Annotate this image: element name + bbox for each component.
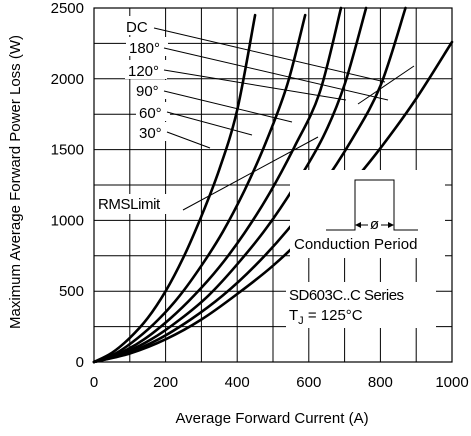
legend-leader-line	[163, 69, 347, 101]
y-axis-label: Maximum Average Forward Power Loss (W)	[7, 35, 24, 329]
x-axis-ticks: 0 200 400 600 800 1000	[90, 374, 469, 391]
conduction-box-background	[290, 170, 445, 258]
legend-leader-line	[166, 131, 211, 149]
conduction-period-label: Conduction Period	[294, 236, 417, 253]
phi-background	[368, 218, 381, 230]
series-title: SD603C..C Series	[289, 287, 404, 304]
tj-label: TJ = 125°C	[289, 307, 363, 327]
y-tick-label: 1500	[51, 142, 84, 159]
legend-leader-line	[357, 65, 415, 105]
legend-label-background	[126, 37, 168, 56]
x-tick-label: 1000	[435, 374, 468, 391]
conduction-waveform	[326, 179, 418, 231]
legend-label: 180°	[129, 40, 160, 57]
series-curve-dc	[92, 40, 454, 364]
series-curve-30deg	[92, 13, 257, 364]
x-tick-label: 400	[225, 374, 250, 391]
y-tick-label: 2500	[51, 0, 84, 17]
plot-frame	[93, 7, 453, 363]
y-tick-label: 1000	[51, 212, 84, 229]
plot-border	[93, 7, 453, 363]
x-tick-label: 600	[296, 374, 321, 391]
legend-leader-line	[166, 111, 253, 136]
y-tick-label: 500	[59, 283, 84, 300]
rms-limit-leader	[182, 136, 319, 211]
series-curve-120deg	[92, 6, 368, 364]
legend-leader-line	[163, 90, 293, 123]
legend-label-background	[123, 16, 157, 35]
rms-label-background	[96, 194, 182, 214]
legend-label-background	[136, 102, 170, 121]
y-tick-label: 2000	[51, 71, 84, 88]
series-curve-180deg	[92, 6, 407, 364]
y-tick-label: 0	[76, 354, 84, 371]
annotations: DC 180° 120° 90° 60° 30° RMSLimit ø Conduction P…	[96, 16, 445, 328]
phi-symbol: ø	[370, 216, 379, 233]
legend-label: 120°	[128, 63, 159, 80]
series-curves	[92, 6, 454, 364]
legend-label: 60°	[139, 105, 162, 122]
legend-label-background	[136, 122, 170, 141]
x-axis-label: Average Forward Current (A)	[175, 410, 368, 427]
legend-label-background	[133, 80, 167, 99]
series-label-background	[286, 282, 436, 328]
series-curve-90deg	[92, 6, 343, 364]
legend-label: DC	[126, 19, 148, 36]
series-curve-60deg	[92, 13, 307, 364]
legend-label: 90°	[136, 83, 159, 100]
conduction-arrow-right-head	[388, 222, 394, 228]
x-tick-label: 0	[90, 374, 98, 391]
legend-label: 30°	[139, 125, 162, 142]
legend-label-background	[125, 60, 167, 79]
y-axis-ticks: 0 500 1000 1500 2000 2500	[51, 0, 84, 371]
legend-leader-line	[153, 27, 386, 83]
legend-leader-line	[163, 47, 389, 101]
conduction-arrow-left-head	[355, 222, 361, 228]
x-tick-label: 200	[153, 374, 178, 391]
rms-limit-label: RMSLimit	[98, 196, 161, 213]
x-tick-label: 800	[368, 374, 393, 391]
